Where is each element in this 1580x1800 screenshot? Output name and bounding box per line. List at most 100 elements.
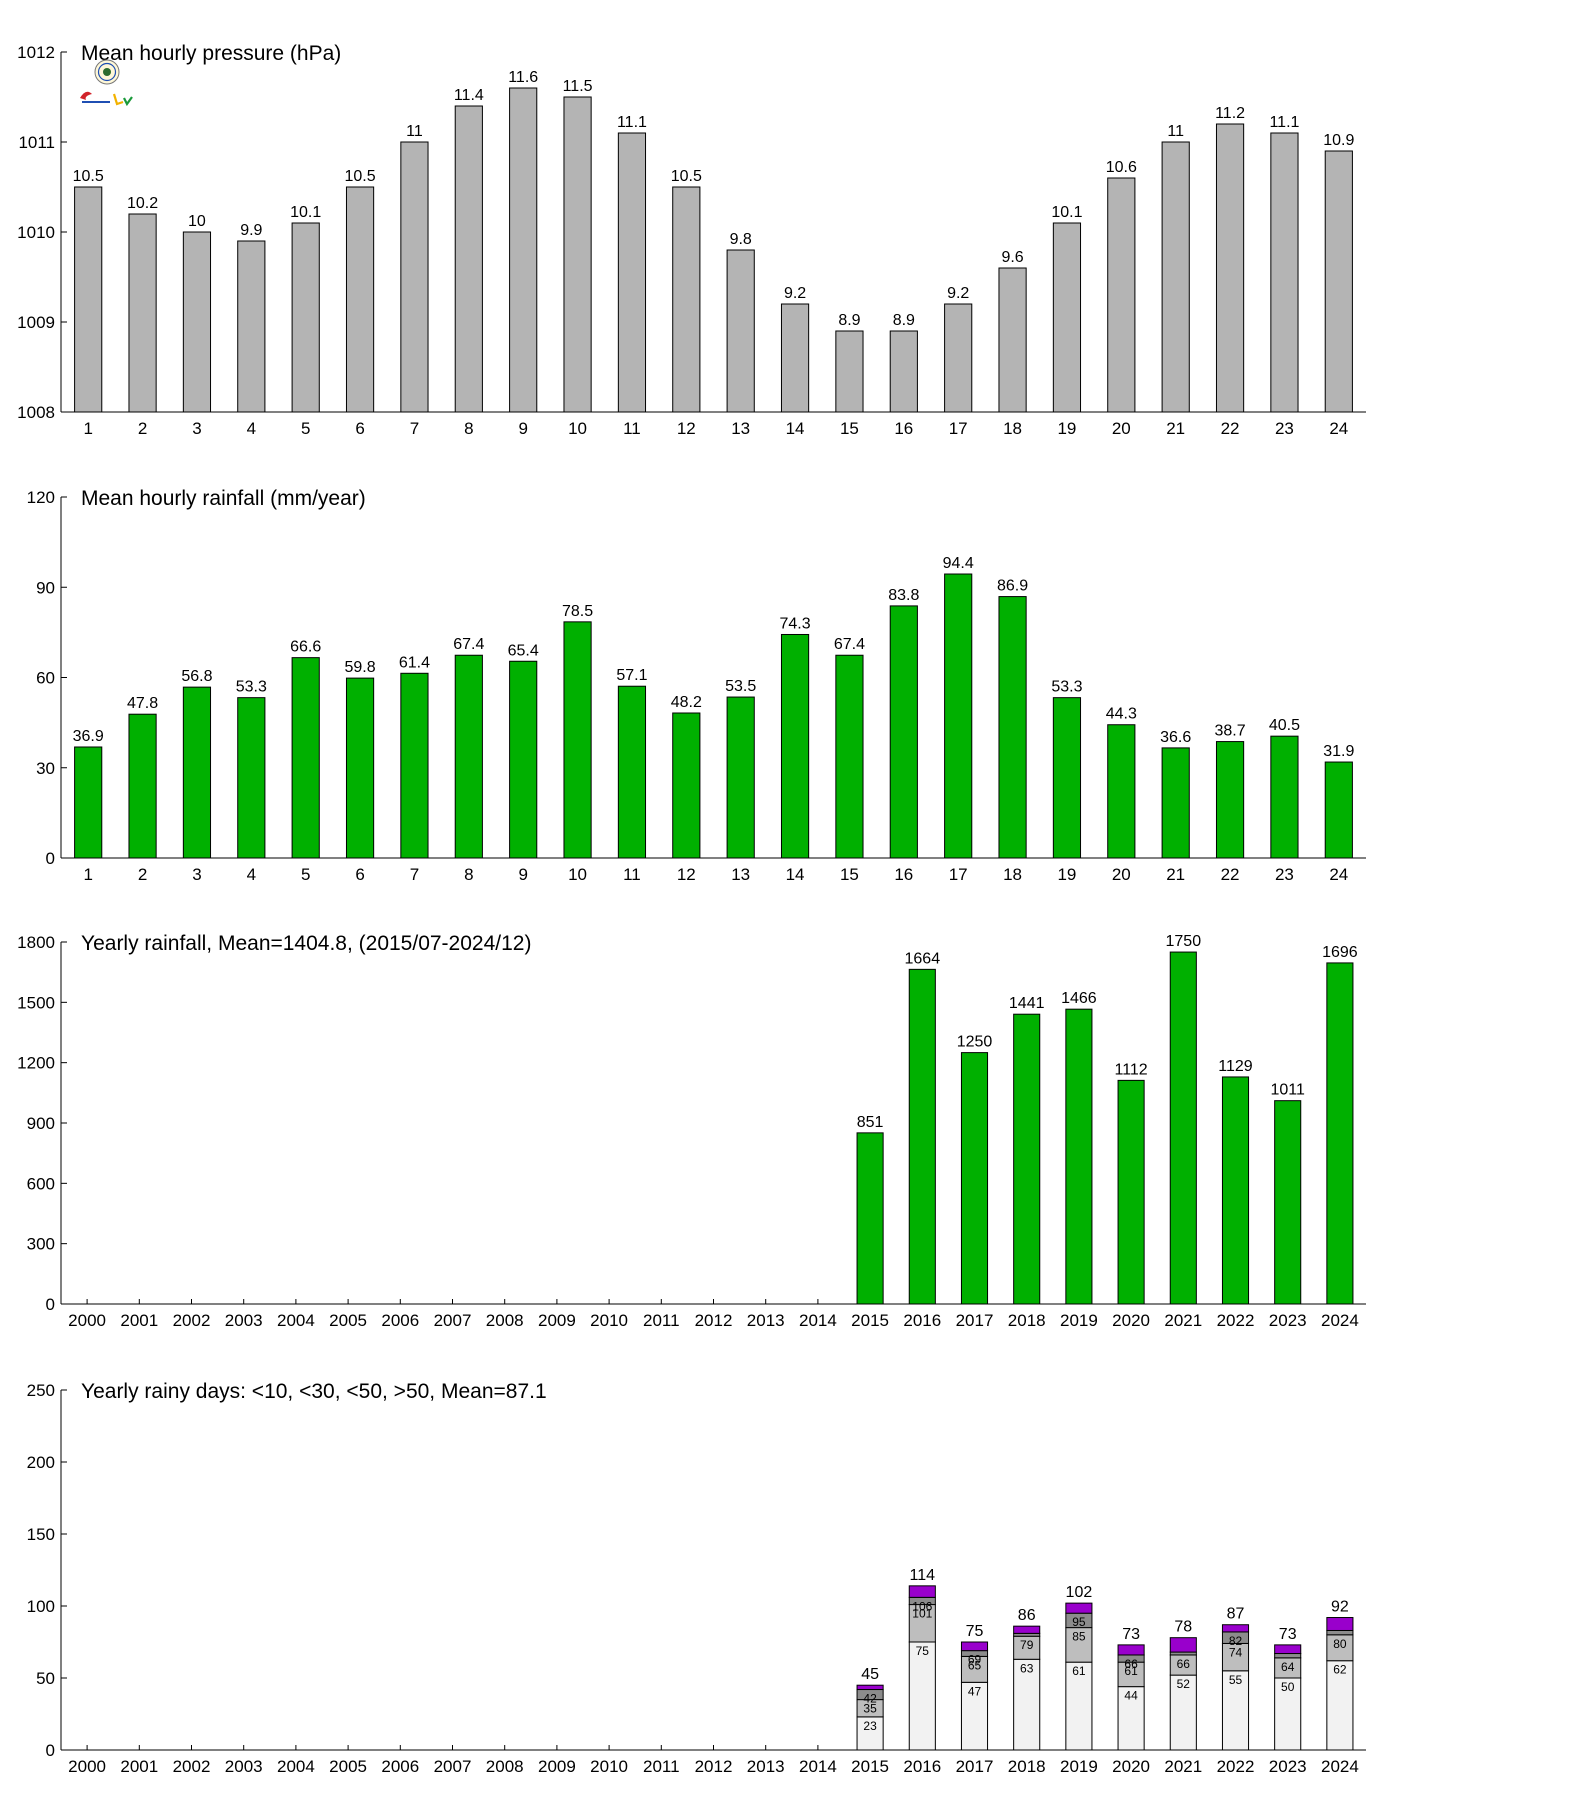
panel2-bar <box>1161 747 1190 859</box>
panel3-data-label: 1112 <box>1114 1061 1147 1078</box>
panel3-bar <box>908 968 936 1305</box>
panel3-bar <box>1065 1008 1093 1305</box>
panel4-segment-label: 85 <box>1072 1630 1086 1644</box>
panel1-x-tick-label: 7 <box>410 419 419 438</box>
panel1-data-label: 10.1 <box>290 204 321 221</box>
panel4-stack-segment <box>908 1641 936 1751</box>
panel4-total-label: 114 <box>910 1567 936 1584</box>
panel3-data-label: 1129 <box>1218 1058 1253 1075</box>
panel4-stack-segment <box>856 1716 884 1751</box>
panel1-bar <box>509 87 538 413</box>
panel3-x-tick-label: 2002 <box>173 1311 211 1330</box>
panel2-data-label: 61.4 <box>399 654 430 671</box>
panel1-x-tick-label: 12 <box>677 419 696 438</box>
panel1-y-tick-label: 1008 <box>17 403 55 422</box>
panel1-bar <box>944 303 973 413</box>
panel3-y-tick-label: 1800 <box>17 933 55 952</box>
panel3-x-tick-label: 2016 <box>903 1311 941 1330</box>
panel1-x-tick-label: 20 <box>1112 419 1131 438</box>
panel4-total-label: 92 <box>1331 1599 1349 1616</box>
panel1-bar <box>400 141 429 413</box>
panel2-x-tick-label: 6 <box>355 865 364 884</box>
panel4-x-tick-label: 2019 <box>1060 1757 1098 1776</box>
panel3-bar <box>960 1052 989 1305</box>
panel4-x-tick-label: 2017 <box>956 1757 994 1776</box>
panel4-x-tick-label: 2006 <box>381 1757 419 1776</box>
panel4-segment-label: 79 <box>1020 1638 1034 1652</box>
panel2-y-tick-label: 120 <box>27 488 55 507</box>
panel1-x-tick-label: 2 <box>138 419 147 438</box>
panel1-data-label: 10.5 <box>73 168 104 185</box>
panel1-data-label: 11 <box>1167 123 1184 140</box>
panel3-title: Yearly rainfall, Mean=1404.8, (2015/07-2… <box>81 932 531 955</box>
panel1-x-tick-label: 10 <box>568 419 587 438</box>
panel3-y-tick-label: 0 <box>46 1295 55 1314</box>
panel4-stack-segment <box>1221 1670 1250 1751</box>
panel4-x-tick-label: 2024 <box>1321 1757 1359 1776</box>
panel2-x-tick-label: 5 <box>301 865 310 884</box>
panel2-bar <box>237 697 266 859</box>
panel2-data-label: 36.9 <box>73 728 104 745</box>
panel4-segment-label: 75 <box>916 1644 930 1658</box>
panel2-bar <box>835 654 864 859</box>
panel4-stack-segment <box>1117 1644 1145 1656</box>
panel3-x-tick-label: 2000 <box>68 1311 106 1330</box>
panel2-data-label: 67.4 <box>834 636 865 653</box>
panel3-x-tick-label: 2024 <box>1321 1311 1359 1330</box>
panel4-segment-label: 65 <box>968 1658 982 1672</box>
panel2-data-label: 38.7 <box>1214 723 1245 740</box>
panel3-y-tick-label: 1200 <box>17 1054 55 1073</box>
panel4-stack-segment <box>1013 1658 1041 1751</box>
panel2-bar <box>889 605 918 859</box>
panel2-x-tick-label: 21 <box>1166 865 1185 884</box>
panel4-total-label: 75 <box>966 1623 984 1640</box>
panel4-stack-segment <box>1326 1629 1354 1636</box>
panel2-y-tick-label: 90 <box>36 578 55 597</box>
panel2-bar <box>998 596 1027 859</box>
panel4-stack-segment <box>960 1681 989 1751</box>
panel1-data-label: 10.6 <box>1106 159 1137 176</box>
panel2-x-tick-label: 12 <box>677 865 696 884</box>
panel4-stack-segment <box>1221 1624 1250 1633</box>
panel4-segment-label: 52 <box>1177 1677 1191 1691</box>
panel1-data-label: 10.1 <box>1051 204 1082 221</box>
panel1-bar <box>617 132 647 413</box>
panel1-data-label: 11.5 <box>563 78 593 95</box>
panel4-stack-segment <box>1065 1602 1093 1614</box>
panel2-bar <box>509 660 538 859</box>
panel2-x-tick-label: 11 <box>623 865 641 884</box>
panel2-y-tick-label: 0 <box>46 849 55 868</box>
panel1-data-label: 10.9 <box>1323 132 1354 149</box>
panel4-y-tick-label: 0 <box>46 1741 55 1760</box>
panel2-data-label: 44.3 <box>1106 706 1137 723</box>
panel1-bar <box>726 249 755 413</box>
panel4-stack-segment <box>1065 1627 1093 1663</box>
panel1-bar <box>454 105 483 413</box>
panel2-bar <box>1215 741 1245 859</box>
panel3-x-tick-label: 2008 <box>486 1311 524 1330</box>
panel2-bar <box>780 633 810 859</box>
panel1-bar <box>563 96 592 413</box>
panel4-x-tick-label: 2018 <box>1008 1757 1046 1776</box>
panel3-x-tick-label: 2021 <box>1164 1311 1202 1330</box>
panel4-y-tick-label: 200 <box>27 1453 55 1472</box>
panel4-title: Yearly rainy days: <10, <30, <50, >50, M… <box>81 1380 547 1403</box>
panel4-x-tick-label: 2023 <box>1269 1757 1307 1776</box>
panel4-total-label: 78 <box>1174 1619 1192 1636</box>
panel3-y-tick-label: 600 <box>27 1174 55 1193</box>
panel1-x-tick-label: 23 <box>1275 419 1294 438</box>
panel4-stack-segment <box>960 1641 989 1652</box>
panel2-data-label: 83.8 <box>888 587 919 604</box>
panel1-data-label: 9.8 <box>730 231 752 248</box>
panel4-stack-segment <box>1274 1653 1302 1659</box>
panel2-bar <box>345 677 375 859</box>
panel4-segment-label: 47 <box>968 1684 982 1698</box>
panel4-total-label: 73 <box>1279 1626 1297 1643</box>
panel3-data-label: 851 <box>857 1114 884 1131</box>
panel1-data-label: 9.9 <box>240 222 262 239</box>
panel1-bar <box>1161 141 1190 413</box>
panel1-bar <box>345 186 375 413</box>
panel1-bar <box>291 222 320 413</box>
panel2-y-tick-label: 30 <box>36 759 55 778</box>
panel4-x-tick-label: 2005 <box>329 1757 367 1776</box>
